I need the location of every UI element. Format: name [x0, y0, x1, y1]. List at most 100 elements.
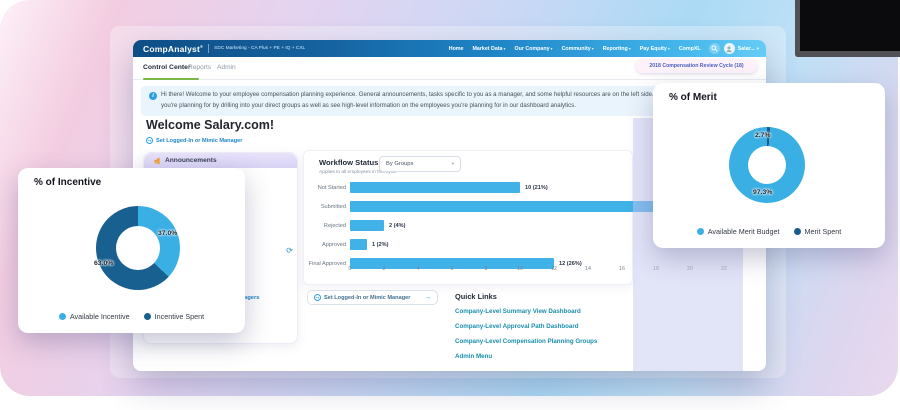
top-navbar: CompAnalyst® SDC Marketing - CA Plus + P… [133, 40, 766, 57]
merit-spent-value: 2.7% [755, 132, 771, 139]
bar-value-label: 1 (2%) [372, 241, 389, 248]
mimic-arrow-icon: ↪ [146, 137, 153, 144]
user-icon [726, 45, 732, 52]
tab-control-center[interactable]: Control Center [143, 64, 191, 71]
quick-link[interactable]: Company-Level Compensation Planning Grou… [455, 338, 598, 345]
legend-item: Available Merit Budget [696, 227, 780, 236]
quick-links-list: Company-Level Summary View Dashboard Comp… [455, 308, 755, 360]
x-tick-label: 10 [517, 266, 523, 272]
account-subtitle: SDC Marketing - CA Plus + PE + IQ + CXL [214, 46, 306, 51]
dark-window-corner [795, 0, 900, 57]
workflow-status-card: Workflow Status Applies to all employees… [303, 150, 727, 285]
megaphone-icon [154, 157, 160, 164]
mimic-link-label: Set Logged-In or Mimic Manager [156, 137, 243, 144]
quick-link[interactable]: Company-Level Approval Path Dashboard [455, 323, 579, 330]
legend-item: Merit Spent [793, 227, 842, 236]
legend-dot-icon [143, 313, 151, 320]
x-tick-label: 6 [450, 266, 454, 272]
workflow-title: Workflow Status [319, 158, 379, 167]
sidebar-refresh-icon[interactable]: ⟳ [286, 246, 293, 255]
quick-links-title: Quick Links [455, 292, 497, 301]
search-icon [711, 45, 718, 52]
nav-item-home[interactable]: Home [448, 45, 464, 52]
legend-label: Available Merit Budget [707, 227, 780, 236]
workflow-row-final-approved: Final Approved 12 (26%) [304, 254, 582, 273]
tab-reports[interactable]: Reports [188, 64, 212, 71]
sidebar-clipped-link-fragment[interactable]: agers [244, 295, 260, 301]
right-arrow-icon: → [424, 294, 432, 301]
banner-text-line1: Hi there! Welcome to your employee compe… [161, 91, 698, 98]
chevron-down-icon: ▾ [591, 45, 594, 51]
quick-links-section: Quick Links Company-Level Summary View D… [455, 292, 755, 368]
bar [350, 182, 520, 193]
workflow-row-rejected: Rejected 2 (4%) [304, 216, 405, 235]
companalyst-logo[interactable]: CompAnalyst® [143, 43, 204, 54]
tab-admin[interactable]: Admin [217, 64, 236, 71]
x-tick-label: 4 [416, 266, 420, 272]
active-tab-underline [143, 78, 199, 80]
bar-value-label: 2 (4%) [389, 222, 406, 229]
announcements-header[interactable]: Announcements [144, 153, 297, 168]
banner-text-line2: you're planning for by drilling into you… [161, 102, 576, 109]
mimic-manager-link[interactable]: ↪ Set Logged-In or Mimic Manager [146, 137, 242, 144]
incentive-available-value: 37.0% [158, 230, 178, 237]
legend-label: Incentive Spent [154, 312, 205, 321]
mimic-manager-box[interactable]: ↪ Set Logged-In or Mimic Manager → [307, 290, 438, 305]
bar-value-label: 12 (26%) [559, 260, 582, 267]
nav-item-our-company[interactable]: Our Company▾ [514, 45, 553, 52]
bar-value-label: 10 (21%) [525, 184, 548, 191]
category-label: Approved [322, 241, 346, 248]
category-label: Final Approved [308, 260, 346, 267]
legend-item: Available Incentive [58, 312, 130, 321]
registered-mark: ® [200, 43, 204, 49]
x-tick-label: 2 [382, 266, 386, 272]
nav-item-pay-equity[interactable]: Pay Equity▾ [639, 45, 670, 52]
bar [350, 201, 724, 212]
nav-item-market-data[interactable]: Market Data▾ [472, 45, 506, 52]
announcements-label: Announcements [165, 157, 217, 164]
incentive-donut-chart: 37.0% 63.0% [94, 206, 180, 290]
category-label: Submitted [320, 203, 346, 210]
info-icon: i [149, 92, 157, 100]
user-menu[interactable]: Salar... [737, 45, 755, 52]
x-tick-label: 14 [585, 266, 591, 272]
nav-menu: Home Market Data▾ Our Company▾ Community▾ Re… [449, 46, 701, 52]
bar [350, 220, 384, 231]
compensation-cycle-label: 2018 Compensation Review Cycle (18) [649, 63, 744, 69]
legend-dot-icon [793, 228, 801, 235]
merit-card: % of Merit 2.7% 97.3% Available Merit Bu… [653, 83, 885, 248]
category-label: Rejected [323, 222, 346, 229]
merit-available-value: 97.3% [753, 189, 773, 196]
avatar[interactable] [723, 43, 735, 54]
x-tick-label: 8 [484, 266, 488, 272]
chevron-down-icon: ▾ [451, 161, 454, 166]
mimic-box-icon: ↪ [314, 294, 321, 301]
merit-donut-chart: 2.7% 97.3% [729, 127, 805, 203]
groups-dropdown[interactable]: By Groups ▾ [379, 156, 461, 172]
chevron-down-icon: ▾ [550, 45, 553, 51]
nav-item-community[interactable]: Community▾ [561, 45, 594, 52]
quick-link[interactable]: Admin Menu [455, 353, 493, 360]
incentive-donut-hole [116, 226, 160, 270]
tab-bar: Control Center Reports Admin [133, 57, 766, 80]
incentive-card-title: % of Incentive [34, 177, 102, 188]
legend-item: Incentive Spent [143, 312, 205, 321]
compensation-cycle-pill[interactable]: 2018 Compensation Review Cycle (18) [636, 59, 757, 73]
workflow-row-submitted: Submitted [304, 197, 729, 216]
chevron-down-icon: ▾ [628, 45, 631, 51]
page-title: Welcome Salary.com! [146, 118, 275, 132]
legend-label: Available Incentive [69, 312, 130, 321]
x-tick-label: 12 [551, 266, 557, 272]
merit-card-title: % of Merit [669, 92, 717, 103]
incentive-legend: Available Incentive Incentive Spent [18, 312, 245, 321]
nav-item-compxl[interactable]: CompXL [678, 45, 701, 52]
legend-label: Merit Spent [804, 227, 842, 236]
search-button[interactable] [708, 43, 720, 54]
category-label: Not Started [317, 184, 346, 191]
nav-item-reporting[interactable]: Reporting▾ [602, 45, 631, 52]
merit-donut-hole [748, 146, 786, 184]
workflow-row-approved: Approved 1 (2%) [304, 235, 388, 254]
bar [350, 258, 554, 269]
groups-dropdown-value: By Groups [386, 161, 414, 167]
quick-link[interactable]: Company-Level Summary View Dashboard [455, 308, 581, 315]
